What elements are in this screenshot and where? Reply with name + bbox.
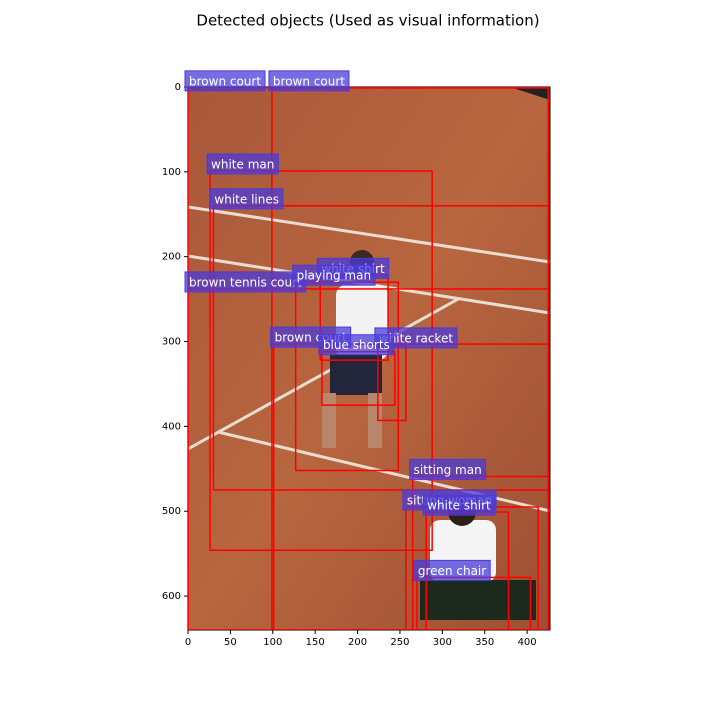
x-tick-label: 100 (263, 637, 282, 648)
box-label: blue shorts (323, 338, 390, 352)
x-tick-label: 400 (518, 637, 537, 648)
box-label: brown court (273, 74, 345, 88)
box-label: green chair (418, 564, 486, 578)
box-label: white man (211, 157, 274, 171)
label-background (268, 70, 350, 92)
label-background (292, 264, 376, 286)
label-background (409, 458, 487, 480)
chart-title: Detected objects (Used as visual informa… (196, 12, 539, 30)
y-tick-label: 100 (162, 167, 181, 178)
bounding-box (209, 170, 433, 551)
label-background (206, 153, 279, 175)
box-label: brown court (189, 74, 261, 88)
x-tick-label: 150 (306, 637, 325, 648)
x-tick-label: 50 (224, 637, 237, 648)
x-tick-label: 300 (433, 637, 452, 648)
y-tick-label: 500 (162, 506, 181, 517)
label-background (422, 494, 496, 516)
label-background (209, 188, 284, 210)
box-label: playing man (297, 269, 371, 283)
labels: brown court brown court white man white lin… (184, 70, 497, 581)
photo (188, 87, 550, 630)
label-background (318, 334, 395, 356)
y-tick-label: 300 (162, 337, 181, 348)
y-tick-label: 200 (162, 252, 181, 263)
y-tick-label: 0 (175, 82, 181, 93)
box-label: brown tennis court (189, 275, 302, 289)
x-tick-label: 0 (185, 637, 191, 648)
box-label: sitting man (414, 463, 482, 477)
x-tick-label: 200 (348, 637, 367, 648)
label-background (184, 70, 266, 92)
box-label: white shirt (427, 499, 491, 513)
x-tick-label: 250 (390, 637, 409, 648)
label-background (413, 559, 491, 581)
x-tick-label: 350 (475, 637, 494, 648)
box-label: white racket (379, 331, 453, 345)
y-tick-label: 600 (162, 591, 181, 602)
y-tick-label: 400 (162, 421, 181, 432)
box-label: white lines (214, 192, 279, 206)
